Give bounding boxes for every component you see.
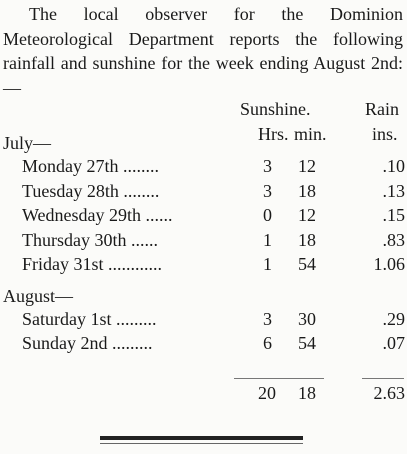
hours-cell: 1 bbox=[263, 254, 272, 274]
total-hours: 20 bbox=[258, 383, 276, 403]
minutes-cell: 18 bbox=[298, 180, 316, 201]
total-rule bbox=[234, 378, 324, 379]
day-label: Monday 27th ........ bbox=[22, 156, 159, 176]
intro-paragraph: The local observer for the Dominion Mete… bbox=[3, 4, 403, 98]
rain-cell: 1.06 bbox=[373, 254, 406, 274]
month-label: July— bbox=[3, 133, 52, 153]
min-header: min. bbox=[294, 124, 327, 144]
hours-cell: 6 bbox=[263, 333, 272, 353]
rain-cell: .13 bbox=[382, 180, 406, 201]
minutes-cell: 12 bbox=[298, 156, 316, 176]
day-label: Wednesday 29th ...... bbox=[22, 205, 173, 225]
rain-header: Rain bbox=[365, 99, 399, 119]
month-label: August— bbox=[3, 285, 74, 306]
total-rain: 2.63 bbox=[373, 383, 406, 403]
rain-cell: .07 bbox=[382, 333, 406, 353]
hours-cell: 3 bbox=[263, 156, 272, 176]
minutes-cell: 12 bbox=[298, 205, 316, 225]
day-label: Friday 31st ............ bbox=[22, 254, 163, 274]
day-label: Sunday 2nd ......... bbox=[22, 333, 153, 353]
hours-cell: 1 bbox=[263, 229, 272, 250]
day-label: Thursday 30th ...... bbox=[22, 229, 158, 250]
divider-line bbox=[100, 443, 303, 444]
hours-cell: 3 bbox=[263, 180, 272, 201]
total-minutes: 18 bbox=[298, 383, 316, 403]
day-label: Saturday 1st ......... bbox=[22, 308, 157, 329]
minutes-cell: 54 bbox=[298, 333, 316, 353]
total-rule bbox=[362, 378, 404, 379]
rain-cell: .10 bbox=[382, 156, 406, 176]
rain-cell: .29 bbox=[382, 308, 406, 329]
sunshine-header: Sunshine. bbox=[240, 99, 311, 119]
divider-bar bbox=[100, 436, 303, 440]
ins-header: ins. bbox=[372, 124, 398, 144]
minutes-cell: 30 bbox=[298, 308, 316, 329]
day-label: Tuesday 28th ........ bbox=[22, 180, 160, 201]
hours-cell: 0 bbox=[263, 205, 272, 225]
hours-cell: 3 bbox=[263, 308, 272, 329]
minutes-cell: 18 bbox=[298, 229, 316, 250]
minutes-cell: 54 bbox=[298, 254, 316, 274]
hrs-header: Hrs. bbox=[258, 124, 289, 144]
rain-cell: .15 bbox=[382, 205, 406, 225]
rain-cell: .83 bbox=[382, 229, 406, 250]
